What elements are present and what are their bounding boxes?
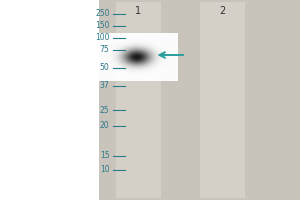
Bar: [200, 2, 244, 198]
Text: 1: 1: [135, 6, 141, 16]
Text: 100: 100: [95, 33, 109, 43]
Text: 50: 50: [100, 64, 110, 72]
Text: 2: 2: [219, 6, 225, 16]
Text: 25: 25: [100, 106, 110, 114]
Text: 10: 10: [100, 166, 110, 174]
Text: 20: 20: [100, 121, 110, 130]
Bar: [99, 0, 300, 200]
Text: 15: 15: [100, 152, 110, 160]
Text: 75: 75: [100, 46, 110, 54]
Bar: [116, 2, 160, 198]
Text: 150: 150: [95, 21, 109, 30]
Text: 37: 37: [100, 82, 110, 90]
Text: 250: 250: [95, 9, 109, 19]
Bar: [0, 0, 99, 200]
